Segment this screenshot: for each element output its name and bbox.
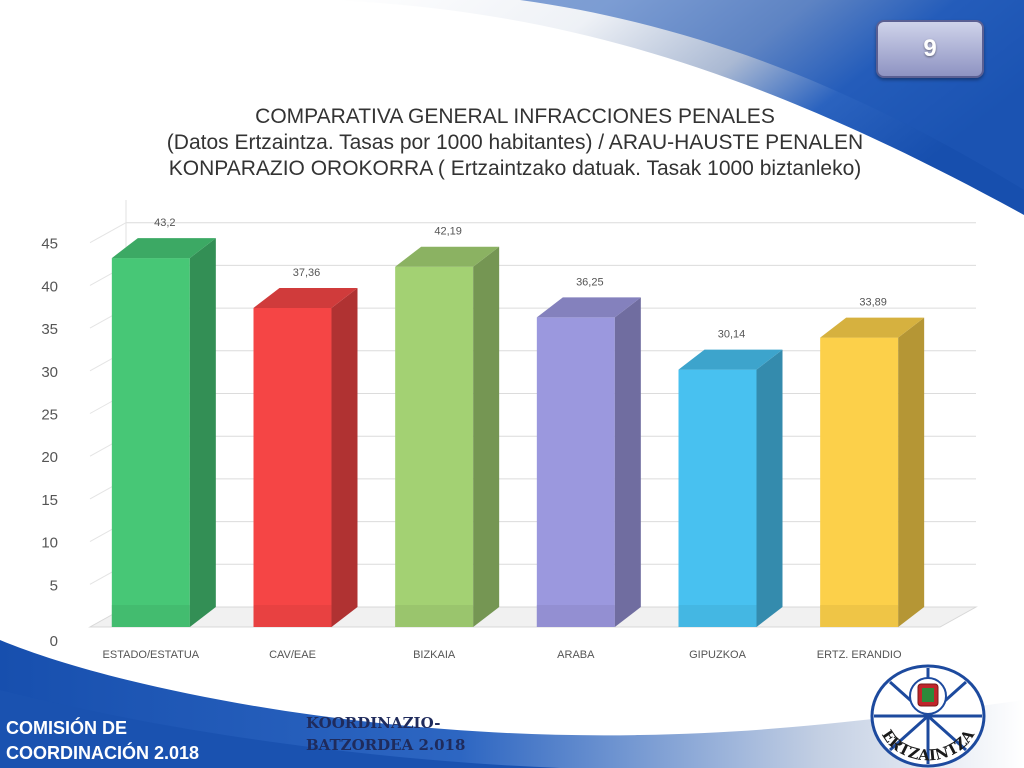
x-tick-label: ARABA (557, 649, 595, 661)
y-tick-label: 15 (41, 492, 58, 509)
x-tick-label: GIPUZKOA (689, 649, 747, 661)
bar-base-shade (536, 605, 615, 627)
bar-side (331, 287, 358, 627)
bar-base-shade (395, 605, 474, 627)
bar-top (395, 246, 500, 267)
data-label: 36,25 (576, 276, 604, 288)
y-tick-label: 45 (41, 236, 58, 253)
page-number-badge: 9 (876, 20, 984, 78)
bar-front (536, 317, 615, 627)
bar-2 (395, 246, 500, 628)
y-tick-label: 20 (41, 449, 58, 466)
data-label: 37,36 (293, 267, 321, 279)
bar-front (678, 369, 757, 627)
chart-title-line-2: (Datos Ertzaintza. Tasas por 1000 habita… (166, 131, 864, 154)
data-label: 33,89 (859, 297, 887, 309)
y-tick-label: 30 (41, 364, 58, 381)
y-tick-label: 10 (41, 535, 58, 552)
footer-basque-title: KOORDINAZIO- BATZORDEA 2.018 (306, 712, 465, 756)
bar-5 (820, 317, 925, 627)
footer-left-line-1: COMISIÓN DE (6, 718, 128, 738)
bar-0 (111, 238, 216, 627)
bar-3 (536, 297, 641, 627)
footer-mid-line-2: BATZORDEA 2.018 (306, 736, 466, 754)
bar-front (253, 307, 332, 627)
bar-top (253, 287, 358, 308)
bar-base-shade (111, 605, 190, 627)
chart-title-line-3: KONPARAZIO OROKORRA ( Ertzaintzako datua… (168, 157, 862, 180)
bar-side (473, 246, 500, 628)
bar-4 (678, 349, 783, 627)
bar-base-shade (678, 605, 757, 627)
chart-title-line-1: COMPARATIVA GENERAL INFRACCIONES PENALES (255, 105, 775, 128)
y-tick-label: 40 (41, 278, 58, 295)
y-tick-label: 25 (41, 407, 58, 424)
bar-side (898, 317, 925, 627)
x-tick-label: ERTZ. ERANDIO (817, 649, 902, 661)
gridline-side (89, 222, 127, 244)
bar-side (614, 297, 641, 627)
data-label: 42,19 (434, 226, 462, 238)
bar-top (111, 238, 216, 259)
ertzaintza-logo: ERTZAINTZA (870, 664, 986, 768)
bar-base-shade (820, 605, 899, 627)
chart-bars (111, 238, 925, 628)
x-axis-labels: ESTADO/ESTATUA CAV/EAE BIZKAIA ARABA GIPUZKO… (103, 649, 902, 661)
bar-side (756, 349, 783, 627)
data-label: 30,14 (718, 329, 746, 341)
bar-1 (253, 287, 358, 627)
chart-title: COMPARATIVA GENERAL INFRACCIONES PENALES… (60, 104, 970, 182)
bar-top (678, 349, 783, 370)
footer-left-line-2: COORDINACIÓN 2.018 (6, 743, 200, 763)
y-tick-label: 5 (50, 577, 58, 594)
bar-side (189, 238, 216, 627)
footer-mid-line-1: KOORDINAZIO- (306, 714, 441, 732)
bar-base-shade (253, 605, 332, 627)
y-tick-label: 0 (50, 633, 58, 650)
x-tick-label: ESTADO/ESTATUA (103, 649, 200, 661)
bar-front (111, 258, 190, 627)
x-tick-label: CAV/EAE (269, 649, 316, 661)
x-tick-label: BIZKAIA (413, 649, 456, 661)
bar-top (820, 317, 925, 338)
y-axis-labels: 0 5 10 15 20 25 30 35 40 45 (41, 236, 58, 650)
footer-commission-title: COMISIÓN DE COORDINACIÓN 2.018 (6, 716, 199, 766)
y-tick-label: 35 (41, 321, 58, 338)
bar-top (536, 297, 641, 318)
bar-front (820, 337, 899, 627)
data-label: 43,2 (154, 217, 175, 229)
bar-front (395, 266, 474, 627)
data-labels: 43,2 37,36 42,19 36,25 30,14 33,89 (154, 217, 887, 341)
